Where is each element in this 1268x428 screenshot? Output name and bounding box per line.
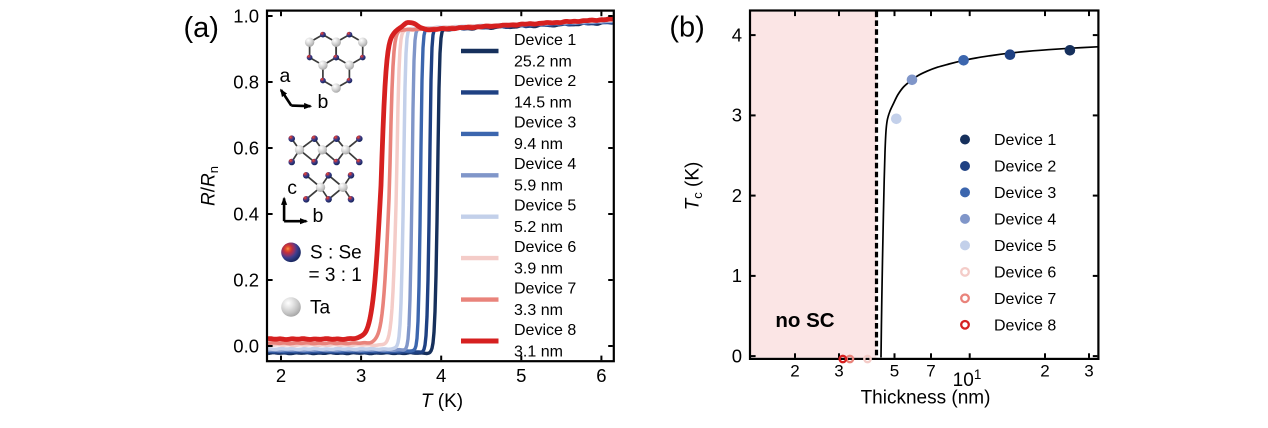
svg-text:2: 2 <box>790 362 799 381</box>
svg-text:3.9 nm: 3.9 nm <box>514 260 563 277</box>
svg-text:6: 6 <box>596 365 606 386</box>
svg-text:Thickness (nm): Thickness (nm) <box>861 388 991 409</box>
svg-text:3: 3 <box>1084 362 1093 381</box>
svg-text:Device 6: Device 6 <box>994 265 1056 282</box>
svg-text:a: a <box>280 65 291 87</box>
svg-text:no SC: no SC <box>775 309 834 332</box>
svg-text:Device 3: Device 3 <box>994 185 1056 202</box>
svg-text:7: 7 <box>926 362 935 381</box>
svg-text:0.4: 0.4 <box>233 203 259 224</box>
svg-text:Ta: Ta <box>310 298 331 319</box>
svg-text:b: b <box>313 205 324 227</box>
svg-text:Device 5: Device 5 <box>994 238 1056 255</box>
svg-text:Device 4: Device 4 <box>514 156 576 173</box>
svg-text:Device 4: Device 4 <box>994 212 1056 229</box>
svg-text:0: 0 <box>732 345 742 366</box>
svg-text:0.6: 0.6 <box>233 137 259 158</box>
svg-text:Device 1: Device 1 <box>514 32 576 49</box>
svg-text:S : Se: S : Se <box>310 243 362 264</box>
svg-text:= 3 : 1: = 3 : 1 <box>309 265 362 286</box>
svg-text:25.2 nm: 25.2 nm <box>514 53 572 70</box>
svg-text:3: 3 <box>732 105 742 126</box>
svg-text:c: c <box>287 177 297 199</box>
svg-text:3.3 nm: 3.3 nm <box>514 302 563 319</box>
svg-text:0.8: 0.8 <box>233 71 259 92</box>
svg-text:0.0: 0.0 <box>233 335 259 356</box>
svg-text:1.0: 1.0 <box>233 5 259 26</box>
svg-text:Device 8: Device 8 <box>514 322 576 339</box>
svg-text:Device 2: Device 2 <box>994 159 1056 176</box>
svg-text:2: 2 <box>276 365 286 386</box>
svg-text:2: 2 <box>732 185 742 206</box>
svg-text:5.9 nm: 5.9 nm <box>514 178 563 195</box>
svg-text:T (K): T (K) <box>421 391 463 412</box>
svg-text:Device 7: Device 7 <box>514 280 576 297</box>
svg-text:Device 6: Device 6 <box>514 239 576 256</box>
svg-text:9.4 nm: 9.4 nm <box>514 136 563 153</box>
svg-text:1: 1 <box>732 265 742 286</box>
svg-text:0.2: 0.2 <box>233 269 259 290</box>
svg-text:3: 3 <box>356 365 366 386</box>
svg-text:4: 4 <box>436 365 446 386</box>
svg-text:b: b <box>318 91 329 113</box>
svg-text:Device 5: Device 5 <box>514 198 576 215</box>
svg-text:5: 5 <box>516 365 526 386</box>
svg-text:5.2 nm: 5.2 nm <box>514 219 563 236</box>
svg-text:(b): (b) <box>669 12 704 44</box>
svg-text:Tc (K): Tc (K) <box>683 162 706 211</box>
svg-text:5: 5 <box>890 362 899 381</box>
svg-text:4: 4 <box>732 24 742 45</box>
svg-text:(a): (a) <box>184 12 219 44</box>
svg-text:Device 7: Device 7 <box>994 291 1056 308</box>
svg-text:Device 8: Device 8 <box>994 318 1056 335</box>
svg-text:2: 2 <box>1040 362 1049 381</box>
svg-text:Device 2: Device 2 <box>514 73 576 90</box>
svg-text:14.5 nm: 14.5 nm <box>514 95 572 112</box>
svg-text:3.1 nm: 3.1 nm <box>514 343 563 360</box>
svg-text:Device 3: Device 3 <box>514 115 576 132</box>
svg-text:R/Rn: R/Rn <box>199 166 222 206</box>
svg-text:Device 1: Device 1 <box>994 132 1056 149</box>
svg-text:3: 3 <box>834 362 843 381</box>
